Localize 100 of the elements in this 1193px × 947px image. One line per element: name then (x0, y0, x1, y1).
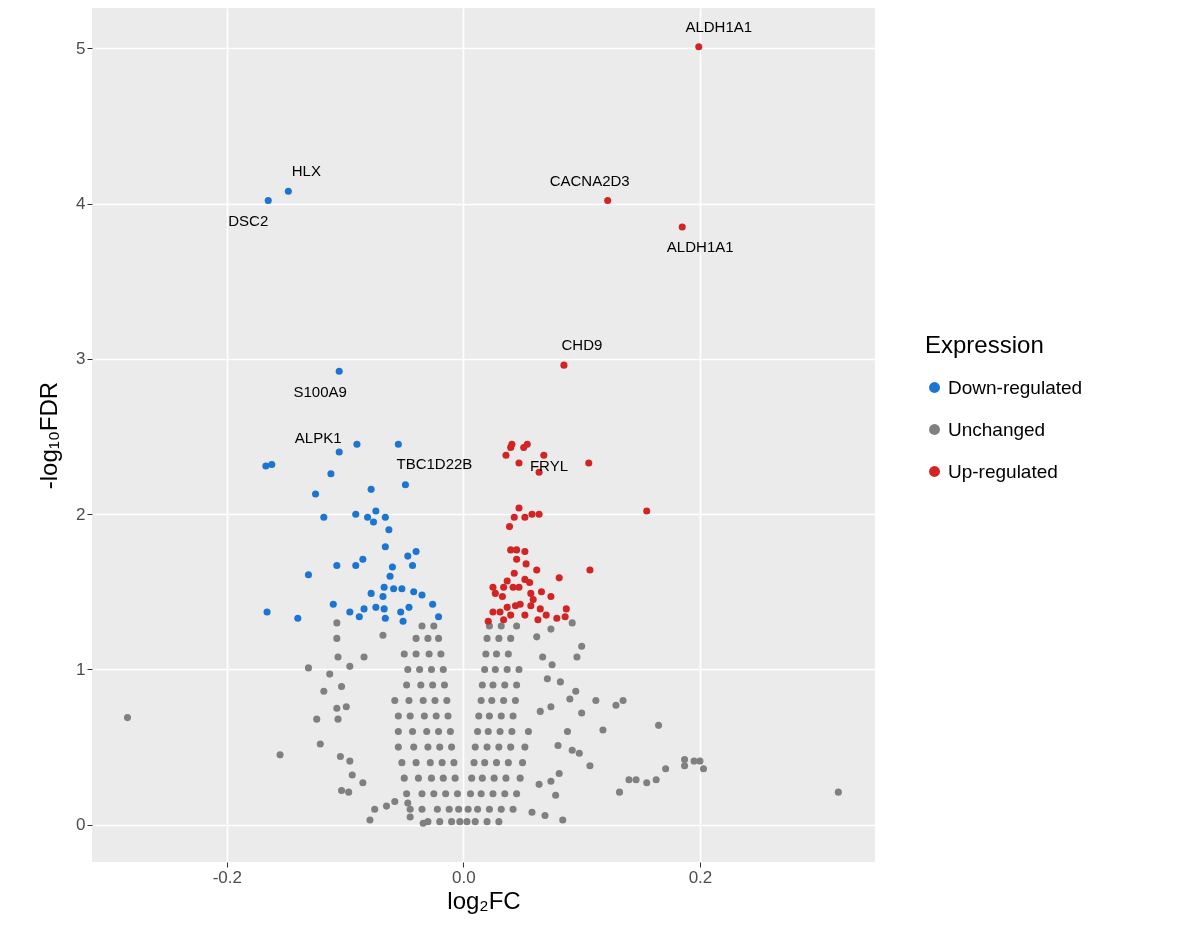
point (561, 613, 569, 621)
point (542, 611, 550, 619)
point (585, 459, 593, 467)
point (352, 510, 360, 518)
point (399, 617, 407, 625)
point (367, 589, 375, 597)
point (503, 577, 511, 585)
point (527, 602, 535, 610)
point (491, 589, 499, 597)
point (507, 611, 515, 619)
point (346, 608, 354, 616)
point (507, 546, 515, 554)
point (390, 585, 398, 593)
point (533, 566, 541, 574)
x-tick-label: 0.0 (452, 867, 476, 887)
point (304, 571, 312, 579)
annotation: S100A9 (293, 383, 347, 401)
annotation: FRYL (529, 456, 569, 474)
point (410, 588, 418, 596)
point (515, 504, 523, 512)
point (503, 603, 511, 611)
point (369, 518, 378, 526)
annotation: ALDH1A1 (666, 237, 734, 255)
point (405, 603, 413, 611)
point (505, 523, 514, 531)
point (367, 485, 375, 493)
y-tick-label: 3 (76, 349, 86, 369)
point (500, 583, 508, 591)
point (537, 588, 545, 596)
annotation: ALDH1A1 (685, 17, 753, 35)
point (528, 510, 536, 518)
point (555, 574, 563, 582)
y-tick-label: 2 (76, 504, 86, 524)
legend-label: Down-regulated (948, 376, 1083, 398)
point (409, 561, 417, 569)
point (513, 555, 521, 563)
point (401, 481, 409, 489)
point (412, 547, 420, 555)
point (643, 507, 651, 515)
point (534, 616, 542, 624)
point (333, 561, 341, 569)
point (352, 561, 360, 569)
point (521, 513, 529, 521)
annotation: CHD9 (561, 336, 603, 354)
point (695, 43, 703, 51)
point (329, 600, 337, 608)
legend-title: Expression (925, 331, 1044, 358)
point (397, 608, 405, 616)
point (353, 440, 361, 448)
point (418, 591, 426, 599)
y-tick-label: 4 (76, 194, 86, 214)
y-tick-label: 0 (76, 815, 86, 835)
y-tick-label: 1 (76, 659, 86, 679)
point (398, 585, 406, 593)
point (496, 608, 504, 616)
point (509, 583, 517, 591)
point (521, 575, 529, 583)
point (521, 611, 529, 619)
annotation: DSC2 (228, 211, 269, 229)
point (553, 614, 561, 622)
point (502, 451, 510, 459)
point (498, 592, 506, 601)
point (372, 507, 380, 515)
y-tick-label: 5 (76, 38, 86, 58)
point (355, 613, 363, 621)
point (262, 462, 270, 470)
point (435, 613, 443, 621)
point (529, 596, 537, 604)
legend-label: Up-regulated (948, 460, 1058, 482)
point (510, 569, 518, 577)
point (500, 616, 508, 624)
point (386, 572, 394, 580)
point (263, 608, 271, 616)
x-tick-label: -0.2 (212, 867, 242, 887)
x-axis-title: log₂FC (447, 886, 521, 914)
annotation: HLX (291, 162, 321, 180)
point (320, 513, 328, 521)
point (379, 592, 387, 601)
point (364, 513, 372, 521)
point (489, 608, 497, 616)
point (394, 440, 402, 448)
point (388, 563, 396, 571)
point (515, 583, 523, 591)
point (526, 578, 534, 587)
point (604, 197, 612, 205)
y-axis-title: -log₁₀FDR (35, 381, 63, 490)
point (335, 367, 343, 375)
point (294, 614, 302, 622)
point (335, 448, 343, 456)
point (385, 526, 393, 534)
point (264, 197, 272, 205)
point (678, 223, 686, 231)
annotation: CACNA2D3 (549, 171, 630, 189)
point (429, 600, 437, 608)
annotation: TBC1D22B (396, 454, 473, 472)
point (521, 547, 529, 555)
point (380, 583, 388, 591)
point (327, 470, 335, 478)
point (372, 603, 380, 611)
point (381, 614, 389, 622)
